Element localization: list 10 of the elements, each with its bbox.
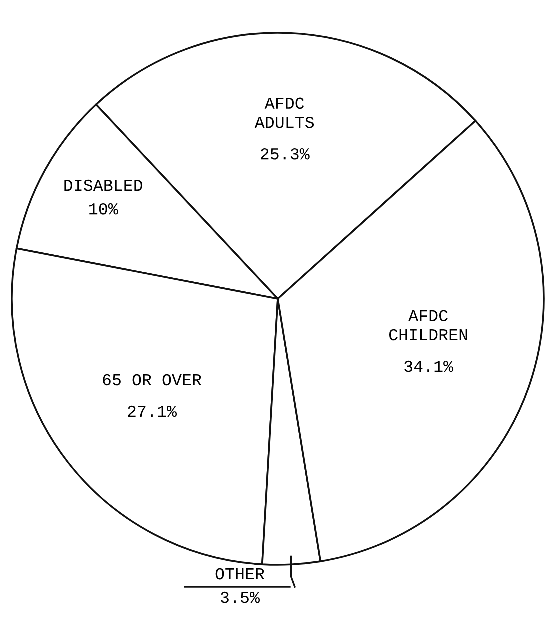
data-label: 34.1%	[404, 360, 454, 372]
data-label: 10%	[90, 203, 118, 215]
legend-label: OTHER	[216, 568, 265, 580]
slice-label: 65 OR OVER	[103, 374, 202, 386]
data-label: 25.3%	[261, 148, 310, 160]
slice-label: AFDC CHILDREN	[389, 310, 468, 341]
data-label: 3.5%	[221, 592, 260, 604]
slice-label: AFDC ADULTS	[254, 98, 314, 128]
data-label: 27.1%	[128, 406, 178, 418]
slice-label: DISABLED	[64, 180, 143, 192]
